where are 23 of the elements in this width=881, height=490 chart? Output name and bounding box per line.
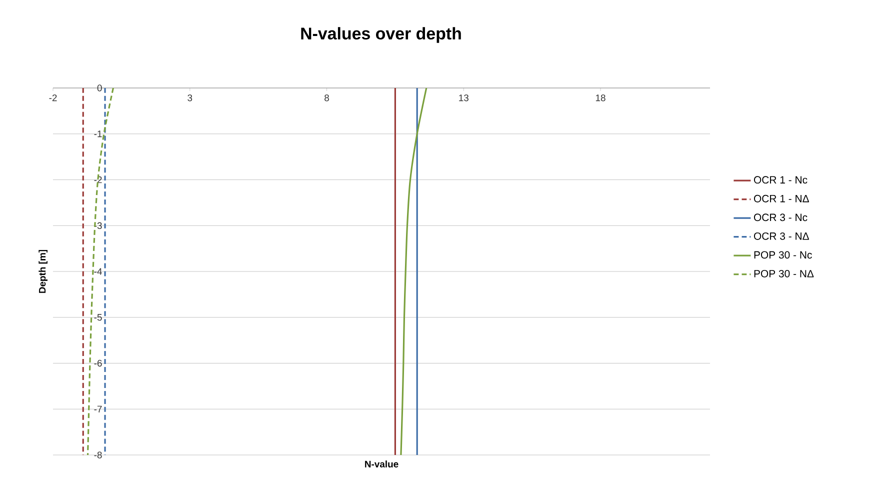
line-series xyxy=(400,88,428,455)
x-axis-title: N-value xyxy=(365,460,398,468)
legend-label: OCR 3 - NΔ xyxy=(754,232,809,240)
legend-label: OCR 3 - Nc xyxy=(754,214,808,222)
legend-label: OCR 1 - Nc xyxy=(754,176,808,184)
y-tick-label: -7 xyxy=(94,406,102,412)
legend-label: POP 30 - NΔ xyxy=(754,270,814,278)
y-tick-label: -4 xyxy=(94,268,102,275)
x-tick-label: 13 xyxy=(459,94,468,102)
y-tick-label: 0 xyxy=(97,84,102,92)
legend-label: POP 30 - Nc xyxy=(754,251,812,259)
x-tick-label: 8 xyxy=(324,94,329,102)
y-tick-label: -5 xyxy=(94,314,102,321)
y-tick-label: -6 xyxy=(94,360,102,367)
x-tick-label: 3 xyxy=(188,94,192,102)
legend-label: OCR 1 - NΔ xyxy=(754,194,809,202)
chart-title: N-values over depth xyxy=(301,27,461,43)
y-axis-title: Depth [m] xyxy=(38,250,48,293)
y-tick-label: -3 xyxy=(94,222,102,229)
y-tick-label: -8 xyxy=(94,452,102,458)
x-tick-label: 18 xyxy=(596,94,606,102)
y-tick-label: -1 xyxy=(94,130,102,138)
x-tick-label: -2 xyxy=(49,94,57,102)
